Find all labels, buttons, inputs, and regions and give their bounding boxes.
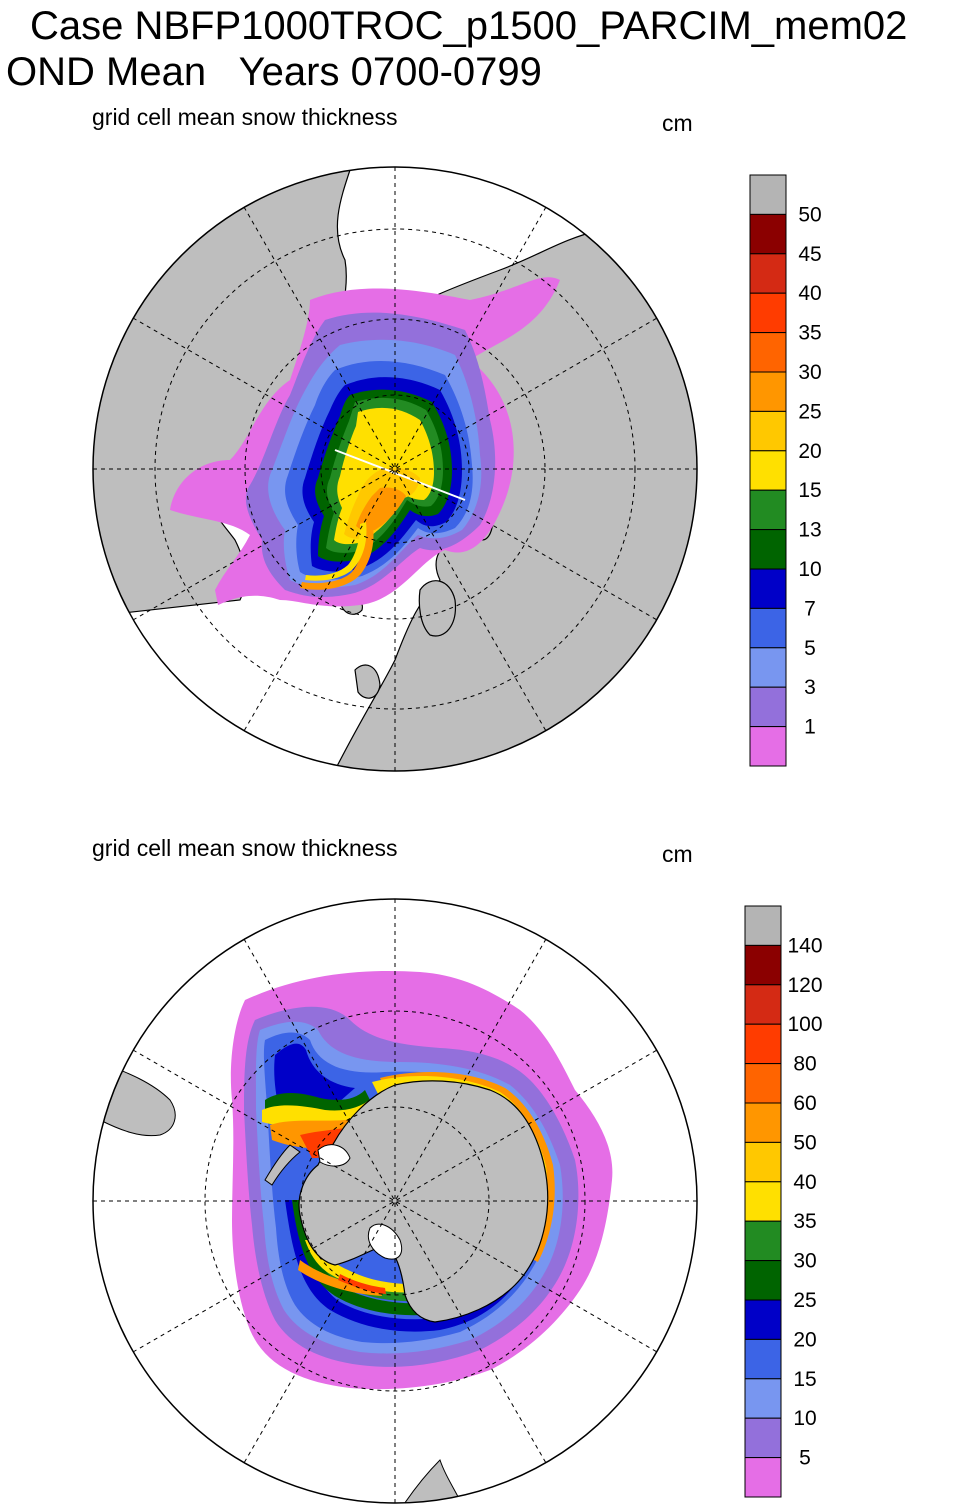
north-units-label: cm (662, 110, 693, 136)
south-colorbar-swatch (744, 1063, 782, 1104)
south-colorbar-tick-label: 50 (793, 1131, 816, 1154)
north-colorbar-swatch (749, 686, 787, 728)
south-colorbar-swatch (744, 1181, 782, 1222)
figure-title: Case NBFP1000TROC_p1500_PARCIM_mem02 (30, 4, 908, 48)
north-colorbar-swatch (749, 450, 787, 491)
north-colorbar-swatch (749, 607, 787, 649)
north-colorbar: 50 45 40 35 30 25 20 15 13 10 7 5 3 1 (749, 174, 822, 767)
south-colorbar-tick-label: 20 (793, 1328, 816, 1351)
north-colorbar-swatch (749, 292, 787, 334)
south-colorbar-tick-label: 30 (793, 1250, 816, 1273)
south-colorbar-tick-label: 60 (793, 1092, 816, 1115)
south-colorbar-tick-label: 25 (793, 1289, 816, 1312)
north-colorbar-tick-label: 13 (798, 519, 821, 542)
south-colorbar-swatch (744, 1220, 782, 1262)
south-colorbar-swatch (744, 1023, 782, 1065)
north-variable-label: grid cell mean snow thickness (92, 104, 398, 130)
south-colorbar-tick-label: 5 (799, 1447, 811, 1470)
north-colorbar-tick-label: 10 (798, 558, 821, 581)
south-colorbar: 140 120 100 80 60 50 40 35 30 25 20 15 10 5 (744, 905, 823, 1498)
south-colorbar-swatch (744, 905, 782, 946)
south-colorbar-tick-label: 100 (787, 1013, 822, 1036)
south-colorbar-tick-label: 140 (787, 934, 822, 957)
north-polar-map (92, 166, 698, 772)
north-colorbar-tick-label: 1 (804, 716, 816, 739)
north-colorbar-tick-label: 30 (798, 361, 821, 384)
north-colorbar-swatch (749, 213, 787, 255)
south-colorbar-tick-label: 120 (787, 974, 822, 997)
north-colorbar-swatch (749, 568, 787, 609)
north-colorbar-swatch (749, 647, 787, 688)
south-colorbar-tick-label: 40 (793, 1171, 816, 1194)
south-colorbar-swatch (744, 1338, 782, 1380)
south-variable-label: grid cell mean snow thickness (92, 835, 398, 861)
north-colorbar-tick-label: 20 (798, 440, 821, 463)
south-colorbar-tick-label: 15 (793, 1368, 816, 1391)
north-colorbar-tick-label: 35 (798, 322, 821, 345)
south-colorbar-swatch (744, 1141, 782, 1183)
north-colorbar-swatch (749, 371, 787, 412)
south-colorbar-swatch (744, 1378, 782, 1419)
south-colorbar-swatch (744, 1299, 782, 1340)
north-colorbar-swatch (749, 529, 787, 570)
north-colorbar-swatch (749, 253, 787, 294)
north-colorbar-tick-label: 3 (804, 676, 816, 699)
north-colorbar-tick-label: 7 (804, 597, 816, 620)
south-colorbar-swatch (744, 1417, 782, 1459)
south-colorbar-swatch (744, 984, 782, 1025)
south-graticule (93, 899, 697, 1503)
north-colorbar-tick-label: 15 (798, 479, 821, 502)
north-colorbar-tick-label: 5 (804, 637, 816, 660)
north-colorbar-swatch (749, 410, 787, 452)
north-colorbar-swatch (749, 332, 787, 373)
south-colorbar-tick-label: 10 (793, 1407, 816, 1430)
south-colorbar-tick-label: 80 (793, 1053, 816, 1076)
south-colorbar-swatch (744, 1102, 782, 1143)
south-colorbar-swatch (744, 1260, 782, 1301)
south-colorbar-tick-label: 35 (793, 1210, 816, 1233)
north-graticule (93, 167, 697, 771)
north-colorbar-swatch (749, 726, 787, 767)
figure-subtitle: OND Mean Years 0700-0799 (6, 50, 542, 94)
north-colorbar-swatch (749, 174, 787, 215)
south-units-label: cm (662, 841, 693, 867)
south-colorbar-swatch (744, 1457, 782, 1498)
south-colorbar-swatch (744, 944, 782, 986)
south-polar-map (92, 898, 698, 1504)
north-colorbar-tick-label: 40 (798, 282, 821, 305)
north-colorbar-tick-label: 50 (798, 203, 821, 226)
north-colorbar-swatch (749, 489, 787, 531)
north-colorbar-tick-label: 25 (798, 400, 821, 423)
north-colorbar-tick-label: 45 (798, 243, 821, 266)
